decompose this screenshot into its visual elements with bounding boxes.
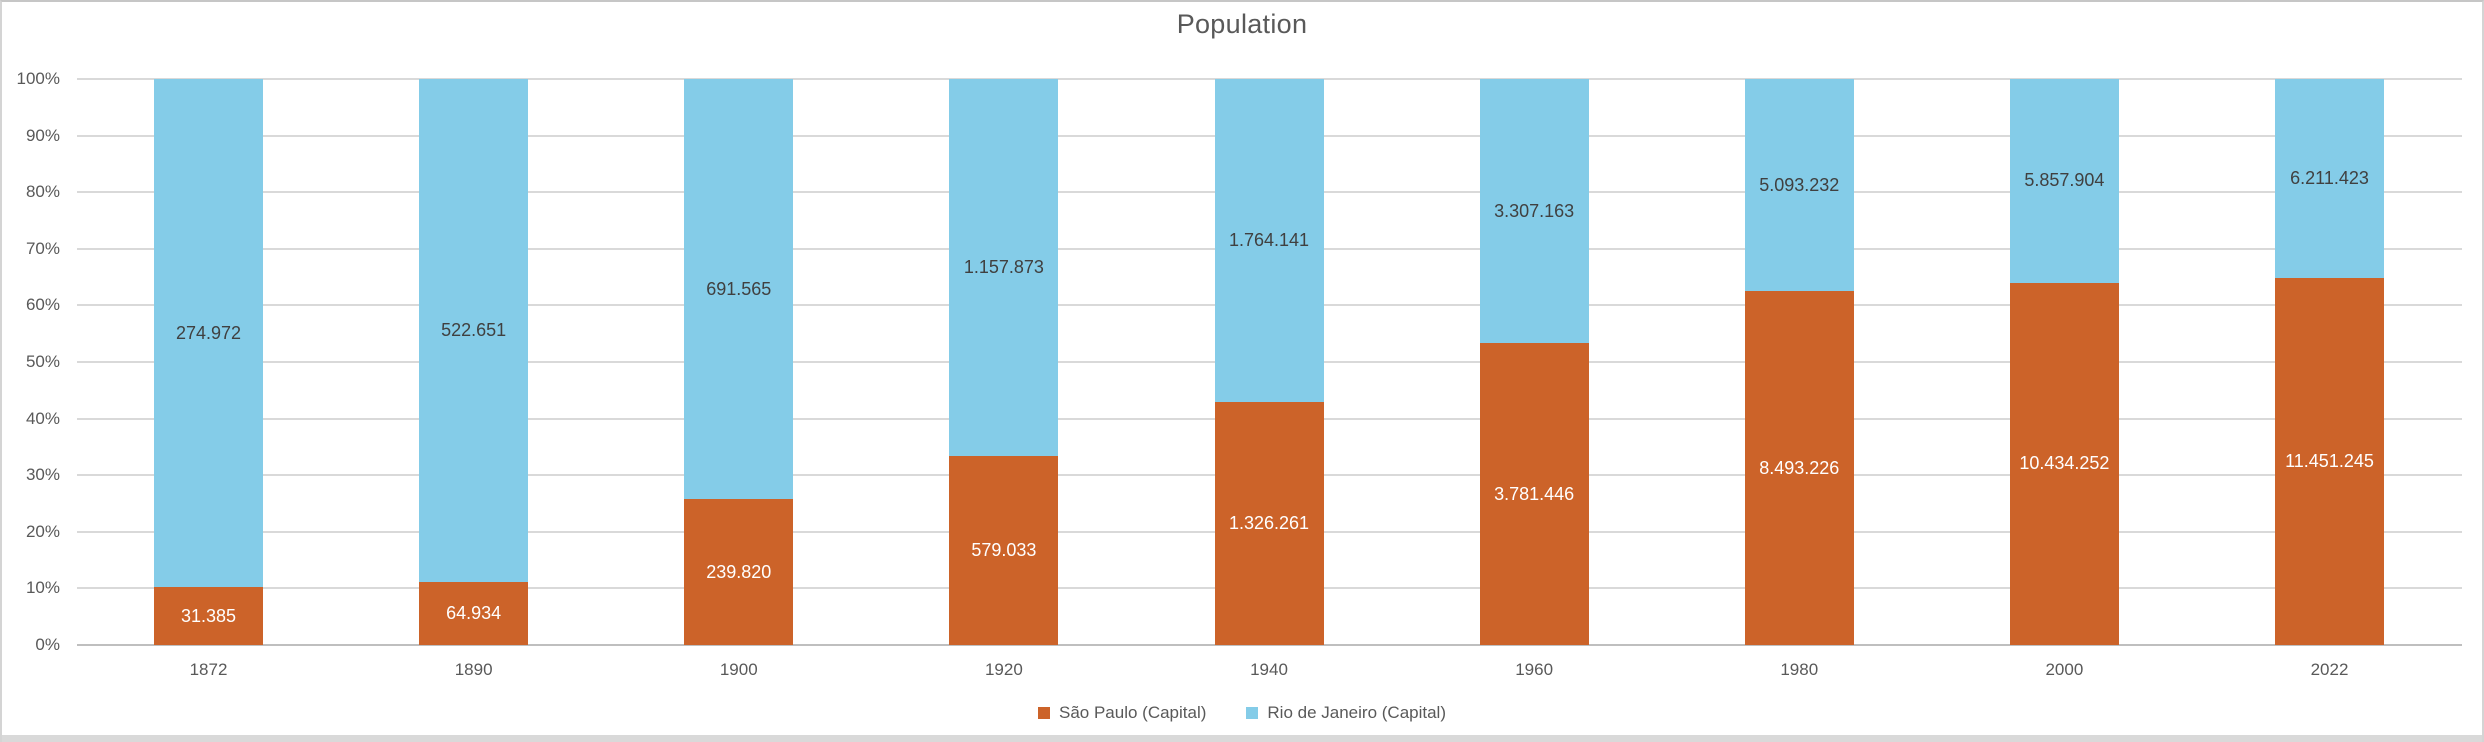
bar-group-1900: 691.565 239.820: [684, 79, 794, 645]
bar-segment-rio-de-janeiro[interactable]: 6.211.423: [2275, 79, 2384, 279]
y-axis-tick-label: 10%: [25, 578, 60, 598]
bar-value-label: 11.451.245: [2285, 451, 2374, 472]
bar-segment-rio-de-janeiro[interactable]: 1.157.873: [949, 79, 1059, 457]
bar-value-label: 10.434.252: [2019, 453, 2110, 474]
x-axis-label: 1960: [1515, 660, 1554, 679]
y-axis-tick-label: 30%: [25, 465, 60, 485]
bar-segment-sao-paulo[interactable]: 3.781.446: [1479, 343, 1589, 645]
legend-label: São Paulo (Capital): [1058, 703, 1207, 722]
legend-label: Rio de Janeiro (Capital): [1267, 703, 1446, 722]
bar-segment-sao-paulo[interactable]: 1.326.261: [1214, 402, 1324, 645]
bar-segment-rio-de-janeiro[interactable]: 691.565: [684, 79, 794, 500]
bar-value-label: 64.934: [446, 603, 502, 624]
bar-segment-sao-paulo[interactable]: 8.493.226: [1744, 291, 1854, 645]
bar-group-1890: 522.651 64.934: [419, 79, 529, 645]
legend-item[interactable]: Rio de Janeiro (Capital): [1246, 703, 1446, 723]
bar-segment-rio-de-janeiro[interactable]: 1.764.141: [1214, 79, 1324, 403]
x-axis-label: 1940: [1250, 660, 1288, 679]
bar-value-label: 579.033: [971, 540, 1037, 561]
x-axis-label: 2022: [2310, 660, 2349, 679]
bar-value-label: 691.565: [706, 278, 772, 299]
bar-value-label: 5.857.904: [2024, 170, 2105, 191]
chart-title: Population: [1176, 9, 1308, 39]
legend-swatch-icon: [1246, 707, 1259, 719]
bar-value-label: 5.093.232: [1759, 174, 1840, 195]
bar-value-label: 8.493.226: [1759, 457, 1840, 478]
x-axis-label: 1890: [454, 660, 493, 679]
y-axis-tick-label: 40%: [25, 408, 60, 428]
bar-group-1940: 1.764.141 1.326.261: [1214, 79, 1324, 645]
x-axis-label: 1920: [984, 660, 1023, 679]
bar-group-1872: 274.972 31.385: [154, 79, 263, 645]
bar-segment-sao-paulo[interactable]: 31.385: [154, 587, 263, 645]
y-axis-tick-label: 20%: [25, 521, 60, 541]
bar-group-1980: 5.093.232 8.493.226: [1744, 79, 1854, 645]
bar-segment-sao-paulo[interactable]: 10.434.252: [2009, 282, 2119, 645]
bar-segment-sao-paulo[interactable]: 579.033: [949, 456, 1059, 645]
bar-group-1920: 1.157.873 579.033: [949, 79, 1059, 645]
bar-segment-rio-de-janeiro[interactable]: 3.307.163: [1479, 79, 1589, 344]
bar-segment-rio-de-janeiro[interactable]: 5.857.904: [2009, 79, 2119, 283]
bar-segment-sao-paulo[interactable]: 64.934: [419, 582, 529, 645]
y-axis-tick-label: 50%: [25, 352, 60, 371]
bar-value-label: 3.781.446: [1494, 483, 1575, 504]
bar-value-label: 274.972: [175, 322, 242, 343]
bar-segment-rio-de-janeiro[interactable]: 5.093.232: [1744, 79, 1854, 292]
y-axis-tick-label: 80%: [25, 182, 60, 202]
bar-value-label: 1.326.261: [1228, 513, 1310, 534]
bar-value-label: 522.651: [441, 320, 507, 341]
x-axis-line: [77, 644, 2462, 646]
bar-segment-rio-de-janeiro[interactable]: 522.651: [419, 79, 529, 583]
bar-value-label: 31.385: [180, 605, 237, 626]
bar-segment-sao-paulo[interactable]: 239.820: [684, 499, 794, 645]
scrollbar-track[interactable]: [2, 735, 2482, 742]
y-axis-tick-label: 0%: [35, 635, 60, 654]
x-axis-label: 1980: [1780, 660, 1819, 679]
y-axis-tick-label: 70%: [25, 238, 60, 258]
bar-segment-rio-de-janeiro[interactable]: 274.972: [154, 79, 263, 588]
bar-value-label: 239.820: [706, 561, 772, 582]
bar-value-label: 1.764.141: [1228, 230, 1310, 251]
bar-value-label: 6.211.423: [2290, 168, 2369, 189]
legend-item[interactable]: São Paulo (Capital): [1037, 703, 1207, 723]
legend: São Paulo (Capital) Rio de Janeiro (Capit…: [2, 703, 2482, 723]
y-axis-tick-label: 90%: [25, 125, 60, 145]
x-axis-label: 2000: [2045, 660, 2084, 679]
x-axis-label: 1872: [189, 660, 228, 679]
y-axis-tick-label: 100%: [16, 69, 60, 88]
bar-value-label: 1.157.873: [963, 257, 1044, 278]
bar-group-1960: 3.307.163 3.781.446: [1479, 79, 1589, 645]
y-axis-tick-label: 60%: [25, 295, 60, 315]
bar-group-2022: 6.211.423 11.451.245: [2275, 79, 2384, 645]
legend-swatch-icon: [1037, 707, 1050, 719]
x-axis-label: 1900: [719, 660, 758, 679]
plot-area: 274.972 31.385 522.651 64.934 691.565 239.820…: [77, 78, 2462, 646]
bar-group-2000: 5.857.904 10.434.252: [2009, 79, 2119, 645]
bar-segment-sao-paulo[interactable]: 11.451.245: [2275, 278, 2384, 645]
bar-value-label: 3.307.163: [1494, 200, 1575, 221]
